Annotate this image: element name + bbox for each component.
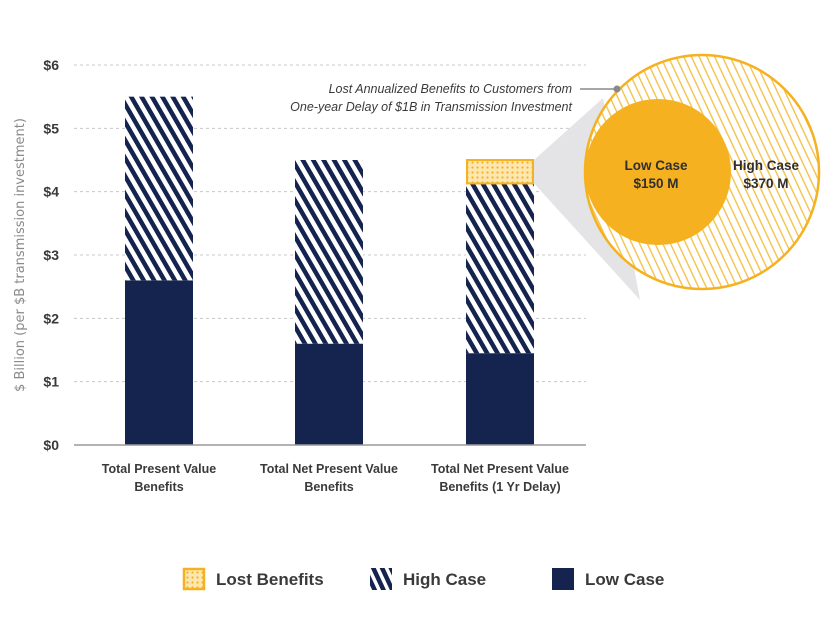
high-case-value: $370 M: [743, 176, 788, 191]
bar-group: [466, 159, 534, 445]
legend-item-high-case: High Case: [370, 568, 486, 590]
x-tick-label: Total Net Present Value: [431, 462, 569, 476]
bar-segment-low: [466, 353, 534, 445]
x-tick-label: Total Present Value: [102, 462, 216, 476]
bar-segment-high: [466, 183, 534, 354]
annotation-leader-dot: [613, 85, 621, 93]
high-case-label: High Case: [733, 158, 800, 173]
bar-group: [295, 160, 363, 445]
annotation-line-2: One-year Delay of $1B in Transmission In…: [290, 100, 572, 114]
y-tick-label: $1: [43, 374, 59, 390]
y-tick-label: $4: [43, 184, 59, 200]
bar-group: [125, 96, 193, 445]
y-tick-label: $3: [43, 247, 59, 263]
x-tick-label: Benefits (1 Yr Delay): [439, 480, 560, 494]
x-tick-label: Total Net Present Value: [260, 462, 398, 476]
legend-item-lost-benefits: Lost Benefits: [182, 567, 324, 591]
bar-segment-lost: [466, 159, 534, 185]
y-tick-label: $0: [43, 437, 59, 453]
y-tick-label: $6: [43, 57, 59, 73]
x-tick-label: Benefits: [304, 480, 353, 494]
low-case-circle: [585, 99, 731, 245]
y-axis-label: $ Billion (per $B transmission investmen…: [13, 118, 28, 392]
bar-segment-low: [295, 343, 363, 445]
bar-segment-high: [125, 96, 193, 281]
annotation-line-1: Lost Annualized Benefits to Customers fr…: [329, 82, 572, 96]
x-tick-labels: Total Present Value Benefits Total Net Pre…: [102, 462, 569, 494]
legend-label-high-case: High Case: [403, 570, 486, 589]
x-tick-label: Benefits: [134, 480, 183, 494]
legend-swatch-low-case: [552, 568, 574, 590]
bar-segment-high: [295, 160, 363, 344]
legend: Lost Benefits High Case Low Case: [182, 567, 664, 591]
callout-circles: Low Case $150 M High Case $370 M: [583, 53, 821, 291]
low-case-label: Low Case: [624, 158, 688, 173]
y-tick-label: $2: [43, 310, 59, 326]
legend-swatch-high-case: [370, 568, 392, 590]
legend-label-lost-benefits: Lost Benefits: [216, 570, 324, 589]
low-case-value: $150 M: [633, 176, 678, 191]
legend-label-low-case: Low Case: [585, 570, 664, 589]
bar-segment-low: [125, 280, 193, 445]
y-tick-label: $5: [43, 120, 59, 136]
bars: [125, 96, 534, 445]
legend-item-low-case: Low Case: [552, 568, 664, 590]
legend-swatch-lost-benefits: [182, 567, 206, 591]
y-tick-labels: $0 $1 $2 $3 $4 $5 $6: [43, 57, 59, 453]
